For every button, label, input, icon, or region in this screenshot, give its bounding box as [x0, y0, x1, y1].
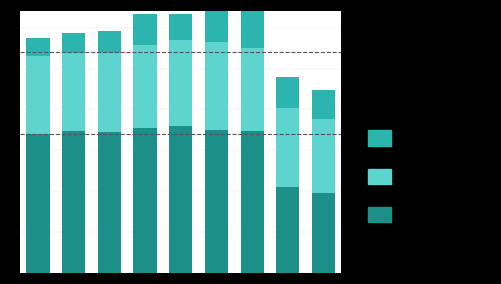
- Bar: [62, 131, 85, 273]
- Bar: [240, 48, 263, 131]
- Bar: [169, 14, 192, 40]
- Bar: [98, 132, 121, 273]
- Bar: [98, 53, 121, 132]
- Bar: [169, 40, 192, 126]
- Bar: [367, 207, 391, 222]
- Bar: [169, 126, 192, 273]
- Bar: [276, 77, 299, 108]
- Bar: [133, 45, 156, 128]
- Bar: [26, 134, 50, 273]
- Bar: [26, 56, 50, 134]
- Bar: [276, 108, 299, 187]
- Bar: [311, 193, 335, 273]
- Bar: [240, 5, 263, 48]
- Bar: [276, 187, 299, 273]
- Bar: [311, 119, 335, 193]
- Bar: [204, 130, 227, 273]
- Bar: [62, 33, 85, 53]
- Bar: [367, 168, 391, 184]
- Bar: [204, 41, 227, 130]
- Bar: [62, 53, 85, 131]
- Bar: [26, 38, 50, 56]
- Bar: [133, 128, 156, 273]
- Bar: [240, 131, 263, 273]
- Bar: [204, 5, 227, 41]
- Bar: [311, 90, 335, 119]
- Bar: [133, 14, 156, 45]
- Bar: [98, 31, 121, 53]
- Bar: [367, 130, 391, 145]
